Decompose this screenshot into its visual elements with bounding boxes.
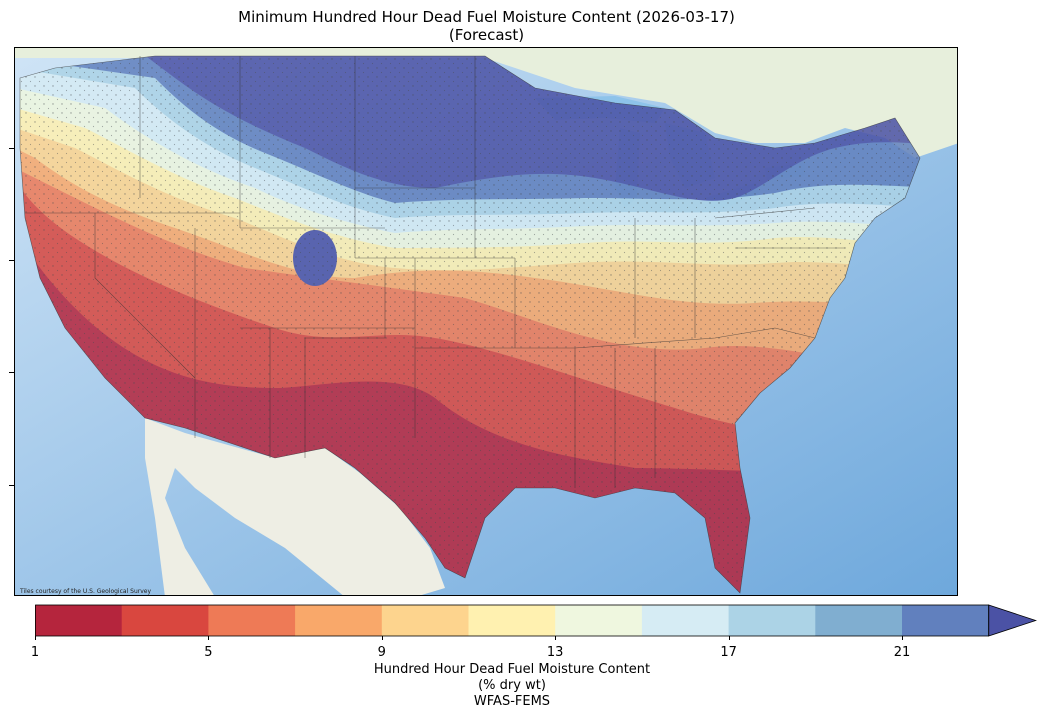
colorbar-tick-label: 9: [377, 645, 386, 660]
state-boundaries: [19, 55, 921, 594]
colorbar-bin: [35, 605, 123, 636]
colorbar-tick: [902, 636, 903, 640]
mexico-land: [145, 418, 445, 595]
map-svg: Tiles courtesy of the U.S. Geological Su…: [15, 48, 957, 595]
colorbar-bin: [555, 605, 643, 636]
colorbar-bin: [641, 605, 730, 636]
tile-attribution: Tiles courtesy of the U.S. Geological Su…: [19, 588, 151, 595]
colorbar-extend-arrow: [988, 604, 1037, 637]
colorbar-bin: [381, 605, 469, 636]
canada-land: [15, 48, 957, 158]
colorbar-bin: [815, 605, 903, 636]
colorbar-tick: [208, 636, 210, 640]
colorbar-tick-label: 1: [30, 645, 40, 660]
colorbar-bin: [902, 605, 990, 636]
map-panel: Tiles courtesy of the U.S. Geological Su…: [14, 47, 958, 596]
map-title: Minimum Hundred Hour Dead Fuel Moisture …: [0, 8, 973, 44]
colorbar-tick-label: 17: [720, 645, 737, 660]
title-line-1: Minimum Hundred Hour Dead Fuel Moisture …: [238, 8, 735, 26]
colorbar-title-line-2: (% dry wt): [478, 678, 546, 693]
y-axis-tick: [9, 485, 14, 486]
colorbar-tick-label: 13: [546, 645, 564, 660]
colorbar-tick: [728, 636, 730, 640]
colorbar-bin: [728, 605, 816, 636]
colorbar-tick-label: 21: [893, 645, 911, 660]
colorbar-bin: [121, 605, 209, 636]
colorbar: [35, 604, 1040, 642]
y-axis-tick: [9, 372, 14, 373]
colorbar-title: Hundred Hour Dead Fuel Moisture Content …: [312, 662, 712, 710]
colorbar-tick: [555, 636, 557, 640]
colorbar-bin: [208, 605, 296, 636]
title-line-2: (Forecast): [448, 26, 525, 44]
y-axis-tick: [9, 260, 14, 261]
colorbar-outline: [35, 604, 990, 637]
colorbar-bin: [295, 605, 383, 636]
colorbar-tick: [381, 636, 383, 640]
y-axis-tick: [9, 148, 14, 149]
colorbar-tick-label: 5: [204, 645, 213, 660]
colorbar-svg: [35, 604, 1037, 637]
colorbar-tick: [35, 636, 36, 640]
colorbar-title-line-1: Hundred Hour Dead Fuel Moisture Content: [373, 662, 651, 677]
colorbar-title-line-3: WFAS-FEMS: [473, 694, 551, 709]
colorbar-bin: [468, 605, 556, 636]
